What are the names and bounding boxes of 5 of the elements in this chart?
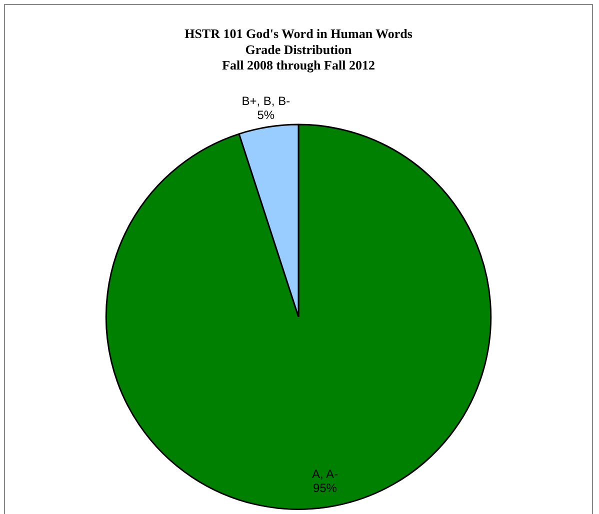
slice-label: B+, B, B- xyxy=(242,94,290,108)
data-label: 95% xyxy=(312,481,338,496)
data-label: 5% xyxy=(257,108,275,122)
chart-title: HSTR 101 God's Word in Human Words Grade Distribution Fall 2008 through Fall 2012 xyxy=(184,26,412,72)
slice-label: A, A- xyxy=(312,467,338,482)
